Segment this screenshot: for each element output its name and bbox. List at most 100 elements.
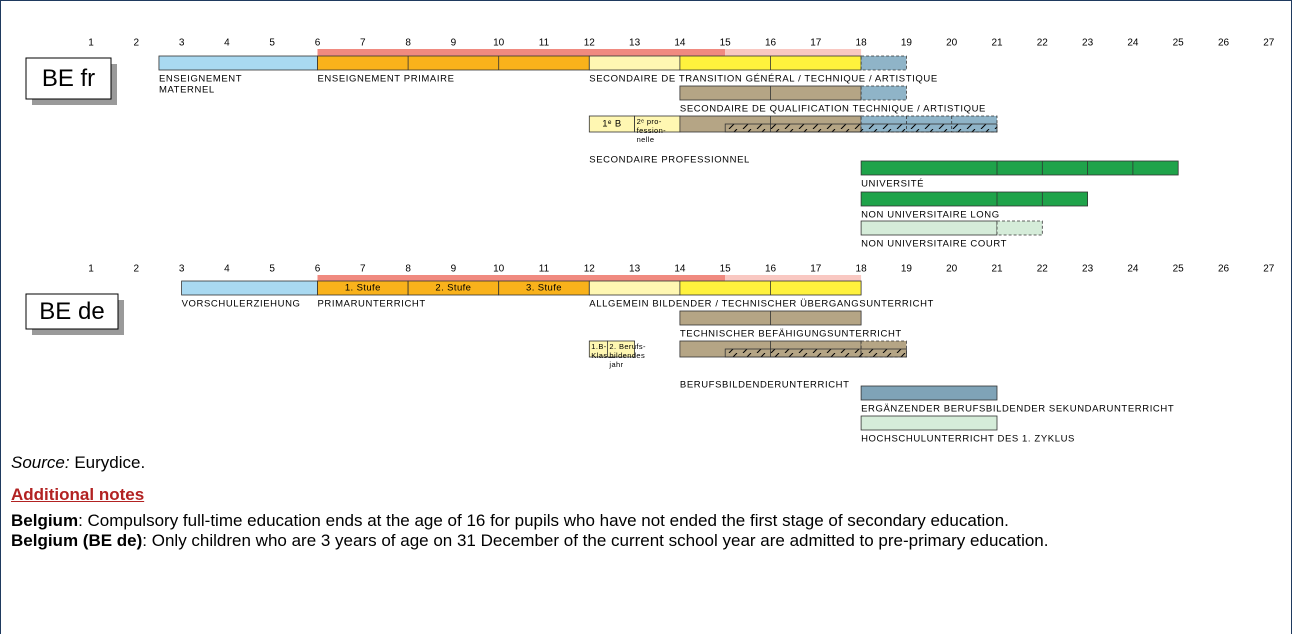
country-box	[25, 293, 119, 330]
age-label: 27	[1263, 264, 1275, 275]
bar-label: ENSEIGNEMENT	[159, 74, 242, 85]
age-label: 14	[674, 38, 686, 49]
bar-label: VORSCHULERZIEHUNG	[182, 299, 301, 310]
hatch	[724, 348, 907, 358]
age-label: 18	[856, 264, 868, 275]
age-label: 23	[1082, 38, 1094, 49]
age-label: 17	[810, 264, 822, 275]
compulsory-part-time	[725, 275, 862, 282]
age-label: 16	[765, 264, 777, 275]
bar-label: SECONDAIRE PROFESSIONNEL	[589, 155, 750, 166]
country-box	[25, 57, 112, 100]
age-label: 24	[1127, 264, 1139, 275]
bar	[317, 55, 590, 71]
source-text: Eurydice.	[69, 453, 146, 472]
bar-label: UNIVERSITÉ	[861, 179, 924, 190]
age-label: 21	[991, 264, 1003, 275]
age-label: 21	[991, 38, 1003, 49]
age-label: 12	[584, 264, 596, 275]
age-label: 22	[1037, 264, 1049, 275]
age-label: 19	[901, 38, 913, 49]
bar	[860, 85, 907, 101]
age-label: 5	[269, 264, 275, 275]
compulsory-part-time	[725, 49, 862, 56]
bar-label: PRIMARUNTERRICHT	[318, 299, 426, 310]
hatch	[724, 123, 998, 133]
age-label: 17	[810, 38, 822, 49]
age-label: 14	[674, 264, 686, 275]
age-label: 6	[315, 38, 321, 49]
age-label: 7	[360, 264, 366, 275]
age-label: 9	[451, 38, 457, 49]
bar	[860, 55, 907, 71]
age-label: 2	[134, 264, 140, 275]
age-label: 4	[224, 38, 230, 49]
country-label: BE de	[39, 298, 104, 325]
age-label: 3	[179, 264, 185, 275]
bar	[860, 415, 998, 431]
age-label: 20	[946, 38, 958, 49]
age-label: 27	[1263, 38, 1275, 49]
bar-text: 3. Stufe	[526, 283, 562, 294]
bar-text: 2ᵉ pro-	[637, 117, 662, 126]
age-label: 23	[1082, 264, 1094, 275]
age-label: 25	[1173, 264, 1185, 275]
source: Source: Eurydice.	[11, 453, 1279, 473]
age-label: 5	[269, 38, 275, 49]
age-label: 6	[315, 264, 321, 275]
bar-text: 2. Stufe	[435, 283, 471, 294]
bar-text: bildendes	[609, 351, 645, 360]
age-label: 1	[88, 38, 94, 49]
compulsory-full-time	[317, 275, 726, 282]
age-label: 8	[405, 38, 411, 49]
note-bold: Belgium (BE de)	[11, 531, 143, 550]
bar-text: 1. Stufe	[345, 283, 381, 294]
bar	[181, 280, 318, 296]
bar-text: jahr	[608, 360, 623, 369]
bar-text: nelle	[637, 135, 655, 144]
footnotes: Source: Eurydice. Additional notes Belgi…	[11, 453, 1279, 551]
bar-label: HOCHSCHULUNTERRICHT DES 1. ZYKLUS	[861, 434, 1075, 445]
age-label: 26	[1218, 264, 1230, 275]
bar-text: 1ᵉ B	[602, 119, 621, 130]
country-label: BE fr	[42, 65, 95, 92]
age-label: 1	[88, 264, 94, 275]
bar	[860, 385, 998, 401]
bar-label: SECONDAIRE DE TRANSITION GÉNÉRAL / TECHN…	[589, 74, 937, 85]
bar	[860, 220, 998, 236]
bar-label: NON UNIVERSITAIRE LONG	[861, 210, 1000, 221]
bar	[588, 55, 681, 71]
bar-label: ALLGEMEIN BILDENDER / TECHNISCHER ÜBERGA…	[589, 299, 934, 310]
age-label: 10	[493, 38, 505, 49]
compulsory-full-time	[317, 49, 726, 56]
bar	[607, 340, 635, 358]
age-label: 20	[946, 264, 958, 275]
source-label: Source:	[11, 453, 70, 472]
age-label: 12	[584, 38, 596, 49]
age-label: 26	[1218, 38, 1230, 49]
bar-text: 1.B-	[591, 342, 606, 351]
age-label: 22	[1037, 38, 1049, 49]
age-label: 3	[179, 38, 185, 49]
age-label: 18	[856, 38, 868, 49]
age-label: 15	[720, 38, 732, 49]
bar-label: SECONDAIRE DE QUALIFICATION TECHNIQUE / …	[680, 104, 986, 115]
age-label: 24	[1127, 38, 1139, 49]
age-label: 25	[1173, 38, 1185, 49]
bar-label: BERUFSBILDENDERUNTERRICHT	[680, 380, 850, 391]
age-label: 15	[720, 264, 732, 275]
bar	[860, 191, 1088, 207]
age-label: 7	[360, 38, 366, 49]
diagram: 1 2 3 4 5 6 7 8 9 10 11 12 13 14 15 16 17 18 19 20 21 22 23 24 2…	[25, 38, 1275, 445]
note-bold: Belgium	[11, 511, 79, 530]
bar-text: fession-	[637, 126, 667, 135]
bar-label: NON UNIVERSITAIRE COURT	[861, 239, 1007, 250]
bar	[996, 220, 1043, 236]
age-label: 9	[451, 264, 457, 275]
bar-label: ERGÄNZENDER BERUFSBILDENDER SEKUNDARUNTE…	[861, 404, 1174, 415]
note-text: : Compulsory full-time education ends at…	[78, 511, 1009, 530]
age-label: 10	[493, 264, 505, 275]
bar-label: TECHNISCHER BEFÄHIGUNGSUNTERRICHT	[680, 329, 902, 340]
bar	[588, 280, 681, 296]
